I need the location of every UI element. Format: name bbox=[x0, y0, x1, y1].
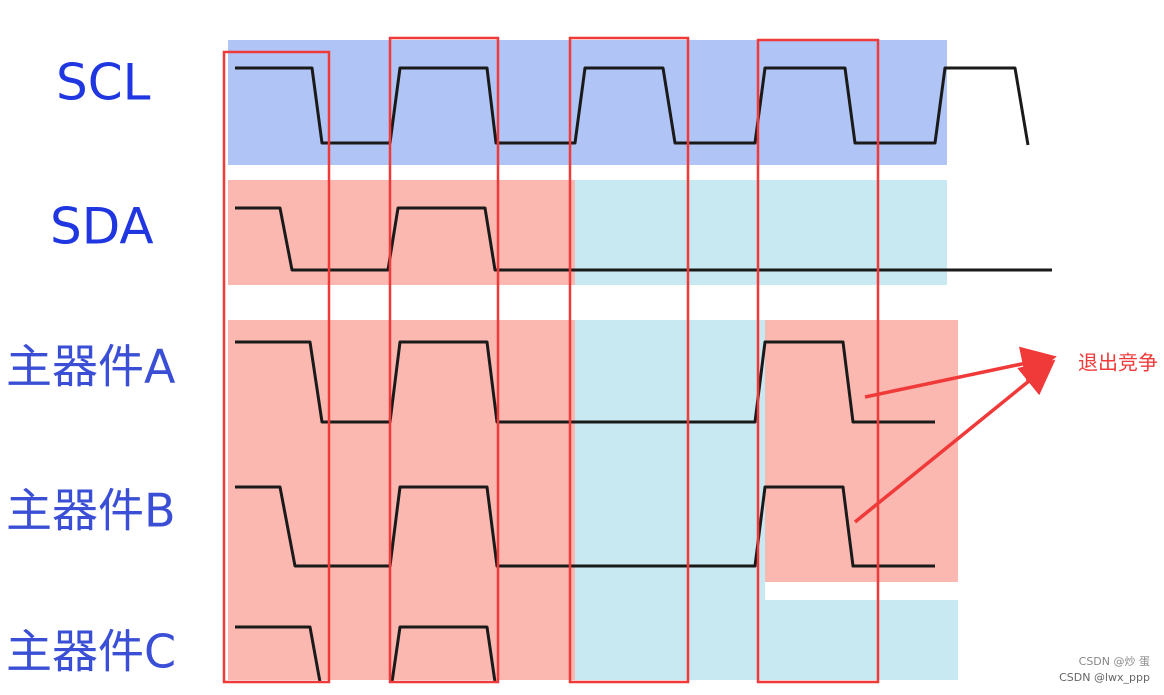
master-c-wave bbox=[390, 625, 497, 683]
master-a-wave bbox=[235, 340, 935, 424]
master-c-wave bbox=[235, 625, 322, 683]
signal-label: 主器件B bbox=[6, 484, 176, 538]
clock-frame bbox=[756, 38, 880, 684]
sda-band-blue bbox=[575, 180, 947, 285]
signal-label: 主器件C bbox=[6, 625, 176, 679]
watermark: CSDN @lwx_ppp bbox=[1059, 671, 1150, 684]
clock-frame bbox=[222, 50, 331, 684]
scl-band bbox=[228, 40, 947, 165]
clock-frame bbox=[568, 36, 690, 684]
master-b-wave bbox=[235, 485, 935, 568]
annotation: 退出竞争 bbox=[1078, 351, 1158, 375]
masters-band-blue bbox=[575, 320, 765, 680]
signal-label: 主器件A bbox=[6, 340, 176, 394]
clock-frame bbox=[388, 36, 500, 684]
sda-wave bbox=[235, 206, 1052, 272]
c-band-blue bbox=[765, 600, 958, 680]
arrow bbox=[853, 359, 1056, 524]
ab-band-red bbox=[765, 320, 958, 582]
masters-band-red bbox=[228, 320, 575, 680]
watermark: CSDN @炒 蛋 bbox=[1079, 655, 1150, 668]
signal-label: SCL bbox=[56, 54, 151, 112]
signal-label: SDA bbox=[50, 198, 154, 256]
